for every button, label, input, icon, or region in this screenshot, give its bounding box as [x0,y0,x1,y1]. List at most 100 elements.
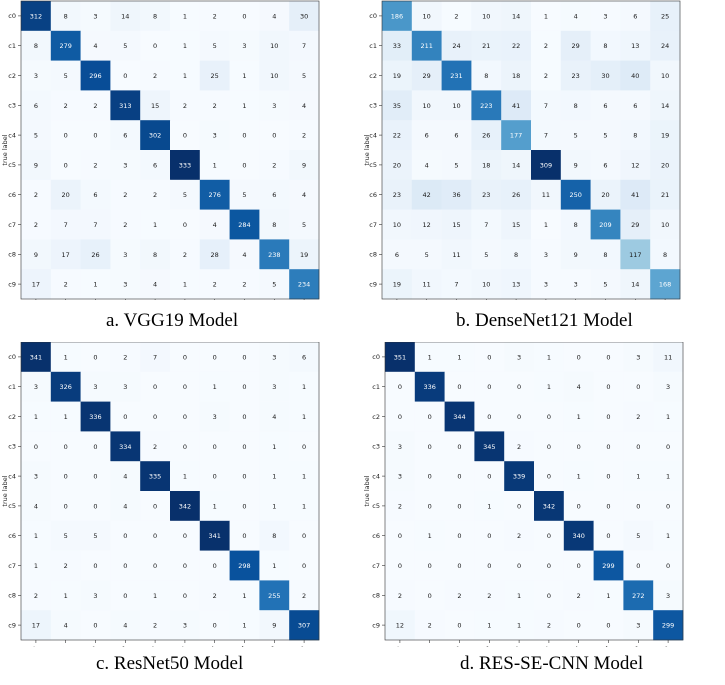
heatmap-cell [563,431,594,462]
heatmap-cell [563,371,594,402]
cell-value-label: 1 [183,473,187,481]
heatmap-cell [50,401,81,432]
heatmap-cell [50,269,81,300]
cell-value-label: 6 [603,102,607,110]
heatmap-cell [474,342,505,373]
heatmap-cell [411,30,442,61]
heatmap-cell [110,461,141,492]
cell-value-label: 2 [153,622,157,630]
heatmap-cell [170,179,201,210]
heatmap-cell [259,209,290,240]
cell-value-label: 2 [153,443,157,451]
cell-value-label: 342 [543,502,555,510]
cell-value-label: 5 [64,72,68,80]
heatmap-cell [50,1,81,32]
cell-value-label: 4 [123,502,127,510]
heatmap-cell [414,431,445,462]
cell-value-label: 5 [183,191,187,199]
cell-value-label: 26 [512,191,520,199]
heatmap-cell [110,179,141,210]
y-tick-label: c5 [369,161,377,169]
heatmap-cell [623,520,654,551]
y-tick-label: c6 [8,532,16,540]
cell-value-label: 279 [59,42,71,50]
heatmap-cell [382,120,413,151]
cell-value-label: 10 [270,42,278,50]
cell-value-label: 11 [452,251,460,259]
x-tick-label: c2 [452,645,463,647]
cell-value-label: 1 [428,532,432,540]
heatmap-cell [504,550,535,581]
heatmap-cell [385,610,416,641]
heatmap-cell [50,461,81,492]
heatmap-cell [444,431,475,462]
heatmap-cell [110,120,141,151]
cell-value-label: 168 [659,281,671,289]
heatmap-cell [650,90,681,121]
cell-value-label: 19 [393,72,401,80]
y-tick-label: c4 [369,131,377,139]
cell-value-label: 339 [513,473,525,481]
heatmap-cell [650,179,681,210]
heatmap-cell [385,520,416,551]
heatmap-cell [170,150,201,181]
cell-value-label: 3 [666,383,670,391]
heatmap-cell [289,60,320,91]
heatmap-cell [229,371,260,402]
cell-value-label: 344 [453,413,465,421]
heatmap-cell [534,461,565,492]
heatmap-cell [441,120,472,151]
cell-value-label: 3 [123,161,127,169]
cell-value-label: 0 [64,132,68,140]
heatmap-cell [382,90,413,121]
cell-value-label: 5 [242,191,246,199]
heatmap-cell [289,179,320,210]
y-axis-label: true label [363,475,371,506]
cell-value-label: 2 [517,443,521,451]
plot-frame [20,0,320,300]
cell-value-label: 11 [423,281,431,289]
heatmap-cell [140,239,171,270]
cell-value-label: 0 [242,532,246,540]
heatmap-cell [620,1,651,32]
cell-value-label: 8 [272,532,276,540]
cell-value-label: 23 [393,191,401,199]
cell-value-label: 3 [242,42,246,50]
heatmap-cell [623,491,654,522]
heatmap-cell [593,610,624,641]
y-tick-label: c3 [8,443,16,451]
heatmap-cell [590,209,621,240]
heatmap-cell [289,491,320,522]
cell-value-label: 3 [544,251,548,259]
heatmap-cell [653,431,684,462]
cell-value-label: 30 [300,12,308,20]
heatmap-cell [385,580,416,611]
cell-value-label: 336 [423,383,435,391]
cell-value-label: 3 [34,473,38,481]
cell-value-label: 0 [183,443,187,451]
cell-value-label: 0 [183,132,187,140]
cell-value-label: 0 [428,562,432,570]
heatmap-cell [80,371,111,402]
heatmap-cell [289,120,320,151]
cell-value-label: 0 [577,502,581,510]
heatmap-cell [620,179,651,210]
heatmap-cell [110,209,141,240]
cell-value-label: 0 [242,161,246,169]
cell-value-label: 1 [666,413,670,421]
cell-value-label: 12 [396,622,404,630]
x-tick-label: c1 [422,645,433,647]
heatmap-cell [170,239,201,270]
heatmap-cell [110,520,141,551]
cell-value-label: 2 [302,592,306,600]
heatmap-cell [140,150,171,181]
cell-value-label: 3 [123,383,127,391]
heatmap-cell [80,461,111,492]
heatmap-cell [50,239,81,270]
heatmap-cell [21,520,52,551]
cell-value-label: 0 [302,562,306,570]
y-tick-label: c8 [372,592,380,600]
cell-value-label: 4 [123,473,127,481]
cell-value-label: 0 [93,622,97,630]
heatmap-cell [563,461,594,492]
